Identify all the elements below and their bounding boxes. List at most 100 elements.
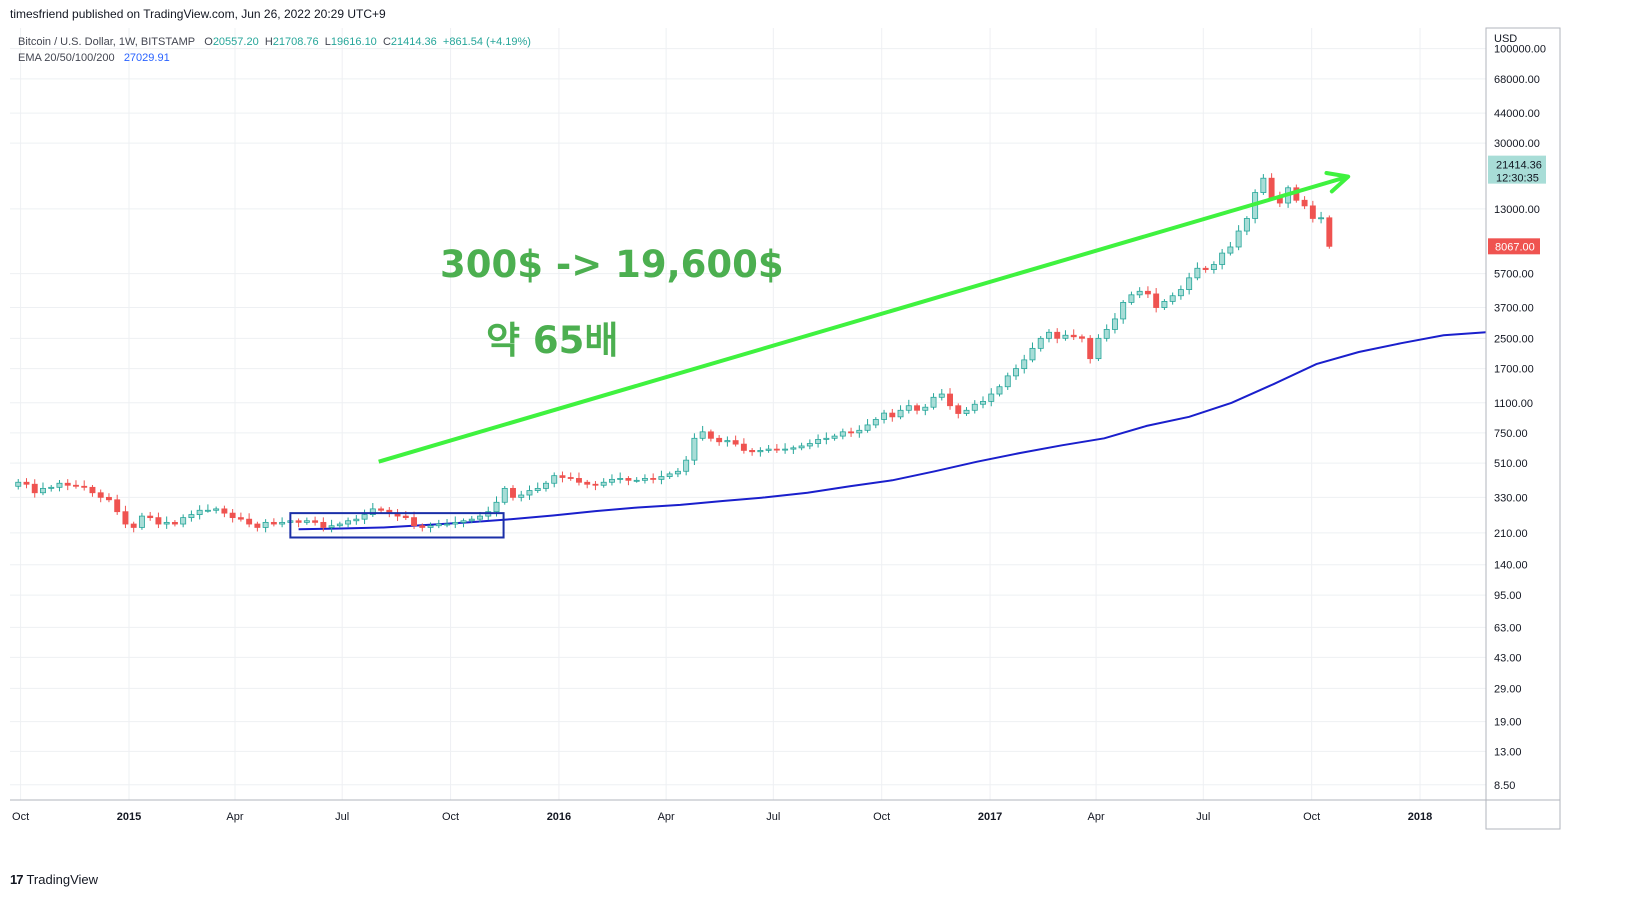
candle-body bbox=[336, 523, 343, 527]
candle-body bbox=[881, 412, 888, 420]
x-tick-label: Oct bbox=[12, 811, 29, 823]
y-tick-label: 95.00 bbox=[1494, 590, 1522, 602]
candle-body bbox=[105, 496, 112, 501]
candle-body bbox=[97, 492, 104, 498]
price-axis-frame bbox=[1485, 27, 1561, 830]
candle-body bbox=[1144, 290, 1151, 295]
candle-body bbox=[584, 481, 591, 485]
candle-body bbox=[740, 443, 747, 451]
candle-body bbox=[1103, 329, 1110, 339]
candle-body bbox=[254, 523, 261, 528]
candle-body bbox=[1029, 347, 1036, 361]
candle-body bbox=[427, 525, 434, 528]
candle-body bbox=[435, 523, 442, 527]
current-price-tag bbox=[1488, 238, 1540, 255]
candle-body bbox=[930, 396, 937, 408]
candle-body bbox=[1169, 295, 1176, 302]
candle-body bbox=[815, 439, 822, 444]
candle-body bbox=[48, 486, 55, 489]
candle-body bbox=[1013, 368, 1019, 377]
candle-body bbox=[130, 523, 137, 528]
candle-body bbox=[625, 478, 632, 481]
candle-body bbox=[353, 518, 360, 522]
candle-body bbox=[790, 447, 797, 450]
publish-line: timesfriend published on TradingView.com… bbox=[10, 7, 386, 21]
candle-body bbox=[477, 515, 483, 520]
candle-body bbox=[1095, 337, 1102, 360]
candle-body bbox=[765, 448, 772, 451]
candle-body bbox=[1046, 331, 1052, 339]
candle-body bbox=[196, 509, 203, 515]
close-value: 21414.36 bbox=[390, 36, 437, 48]
candle-body bbox=[617, 478, 624, 480]
candle-body bbox=[749, 450, 756, 453]
candle-body bbox=[279, 521, 286, 525]
y-tick-label: 43.00 bbox=[1494, 652, 1522, 664]
current-price-value: 8067.00 bbox=[1495, 241, 1535, 253]
candle-body bbox=[938, 393, 945, 398]
candle-body bbox=[600, 481, 607, 486]
candle-body bbox=[592, 483, 599, 486]
candle-body bbox=[1210, 264, 1217, 270]
candle-body bbox=[312, 520, 319, 523]
candle-body bbox=[501, 487, 508, 503]
candle-body bbox=[551, 475, 558, 484]
candle-body bbox=[1227, 246, 1234, 254]
ema-label: EMA 20/50/100/200 bbox=[18, 52, 115, 64]
x-tick-label: Oct bbox=[442, 811, 459, 823]
candle-body bbox=[922, 406, 929, 411]
candle-body bbox=[444, 523, 450, 526]
y-tick-label: 13000.00 bbox=[1494, 204, 1540, 216]
y-tick-label: 19.00 bbox=[1494, 717, 1522, 729]
candle-body bbox=[328, 525, 335, 528]
candle-body bbox=[15, 481, 22, 487]
y-tick-label: 100000.00 bbox=[1494, 44, 1546, 56]
candle-body bbox=[155, 517, 162, 525]
candle-body bbox=[650, 478, 657, 480]
candle-body bbox=[204, 509, 211, 512]
x-tick-label: Jul bbox=[1196, 811, 1210, 823]
candle-body bbox=[188, 514, 195, 519]
last-price-tag bbox=[1488, 155, 1546, 184]
arrow-head-icon bbox=[1324, 171, 1351, 194]
candle-body bbox=[452, 521, 459, 525]
candle-body bbox=[468, 518, 475, 522]
candle-body bbox=[716, 437, 723, 443]
candle-body bbox=[138, 515, 145, 528]
candle-body bbox=[163, 521, 170, 525]
x-tick-label: 2015 bbox=[117, 811, 141, 823]
candle-body bbox=[526, 490, 533, 496]
last-price-value: 21414.36 bbox=[1496, 160, 1542, 172]
candle-body bbox=[320, 521, 327, 528]
candle-body bbox=[897, 409, 904, 418]
y-tick-label: 29.00 bbox=[1494, 683, 1522, 695]
candle-body bbox=[1128, 294, 1135, 303]
candle-body bbox=[988, 393, 995, 402]
candle-body bbox=[518, 494, 525, 498]
y-tick-label: 5700.00 bbox=[1494, 269, 1534, 281]
candle-body bbox=[31, 483, 38, 494]
candle-body bbox=[402, 515, 409, 519]
candle-body bbox=[864, 424, 871, 431]
candle-body bbox=[658, 476, 665, 480]
open-value: 20557.20 bbox=[212, 36, 259, 48]
candle-body bbox=[699, 431, 706, 439]
candle-body bbox=[295, 520, 302, 523]
candle-body bbox=[1136, 290, 1143, 296]
candle-body bbox=[460, 520, 467, 523]
candle-body bbox=[1037, 337, 1044, 349]
candle-body bbox=[64, 482, 71, 486]
candle-body bbox=[806, 443, 813, 447]
y-tick-label: 1100.00 bbox=[1494, 398, 1533, 410]
candle-body bbox=[246, 518, 253, 525]
candle-body bbox=[773, 448, 780, 451]
footer-brand[interactable]: 17 TradingView bbox=[10, 872, 98, 887]
candle-body bbox=[369, 508, 376, 515]
candle-body bbox=[361, 514, 368, 520]
y-tick-label: 750.00 bbox=[1494, 428, 1528, 440]
y-tick-label: 30000.00 bbox=[1494, 138, 1540, 150]
candle-body bbox=[567, 477, 574, 479]
y-tick-label: 8.50 bbox=[1494, 780, 1515, 792]
candle-body bbox=[345, 520, 352, 525]
